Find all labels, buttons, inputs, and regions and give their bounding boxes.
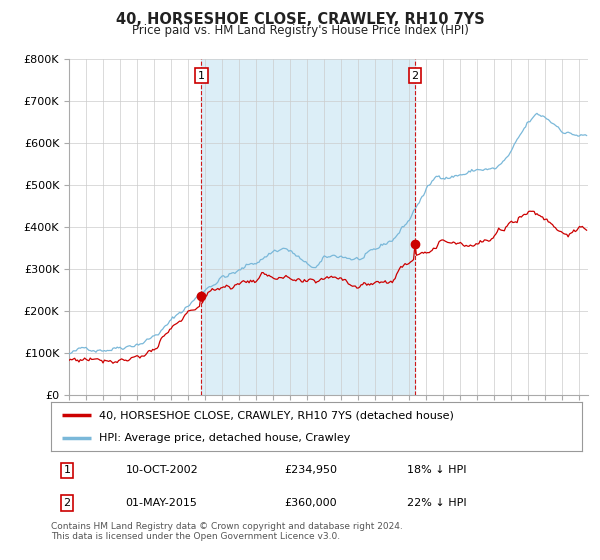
Text: Contains HM Land Registry data © Crown copyright and database right 2024.
This d: Contains HM Land Registry data © Crown c…: [51, 522, 403, 542]
Text: £234,950: £234,950: [284, 465, 338, 475]
Text: 01-MAY-2015: 01-MAY-2015: [125, 498, 197, 508]
Text: 18% ↓ HPI: 18% ↓ HPI: [407, 465, 466, 475]
Bar: [202, 59, 415, 395]
Text: 2: 2: [412, 71, 419, 81]
Text: 10-OCT-2002: 10-OCT-2002: [125, 465, 198, 475]
Text: 40, HORSESHOE CLOSE, CRAWLEY, RH10 7YS: 40, HORSESHOE CLOSE, CRAWLEY, RH10 7YS: [116, 12, 484, 27]
Text: 1: 1: [64, 465, 70, 475]
Text: 22% ↓ HPI: 22% ↓ HPI: [407, 498, 466, 508]
Text: HPI: Average price, detached house, Crawley: HPI: Average price, detached house, Craw…: [99, 433, 350, 444]
Text: 2: 2: [64, 498, 70, 508]
Text: Price paid vs. HM Land Registry's House Price Index (HPI): Price paid vs. HM Land Registry's House …: [131, 24, 469, 36]
Text: 1: 1: [198, 71, 205, 81]
Text: 40, HORSESHOE CLOSE, CRAWLEY, RH10 7YS (detached house): 40, HORSESHOE CLOSE, CRAWLEY, RH10 7YS (…: [99, 410, 454, 421]
Text: £360,000: £360,000: [284, 498, 337, 508]
